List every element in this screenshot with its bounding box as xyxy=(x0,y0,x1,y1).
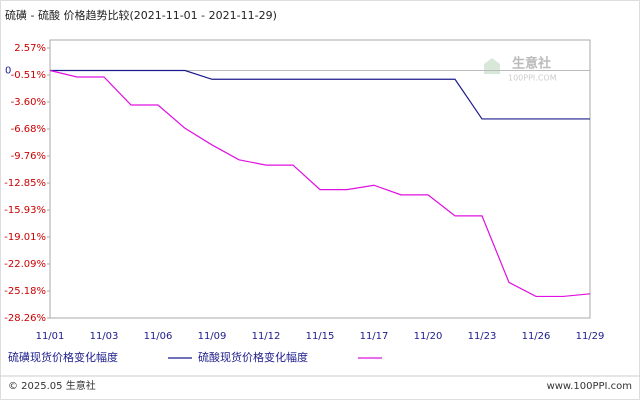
watermark-site: 100PPI.COM xyxy=(508,74,557,83)
footer-right: www.100PPI.com xyxy=(547,381,632,392)
x-tick-label: 11/15 xyxy=(306,331,335,342)
x-tick-label: 11/23 xyxy=(468,331,497,342)
y-tick-label: 0 xyxy=(5,66,11,77)
y-tick-label: -6.68% xyxy=(11,124,46,135)
y-tick-label: -12.85% xyxy=(4,178,46,189)
watermark: 生意社 100PPI.COM xyxy=(484,56,557,83)
watermark-icon xyxy=(484,58,500,74)
x-tick-label: 11/20 xyxy=(414,331,443,342)
x-tick-label: 11/06 xyxy=(144,331,173,342)
x-tick-label: 11/12 xyxy=(252,331,281,342)
plot-area xyxy=(49,39,591,319)
x-tick-label: 11/26 xyxy=(522,331,551,342)
x-tick-label: 11/09 xyxy=(198,331,227,342)
series-line xyxy=(50,69,590,120)
y-tick-label: -9.76% xyxy=(11,151,46,162)
legend-label: 硫磺现货价格变化幅度 xyxy=(8,350,118,364)
chart-title: 硫磺 - 硫酸 价格趋势比较(2021-11-01 - 2021-11-29) xyxy=(5,8,277,22)
y-tick-label: -15.93% xyxy=(4,205,46,216)
x-tick-label: 11/17 xyxy=(360,331,389,342)
series-line xyxy=(49,69,591,298)
y-tick-label: -3.60% xyxy=(11,97,46,108)
x-tick-label: 11/03 xyxy=(90,331,119,342)
y-tick-label: -19.01% xyxy=(4,232,46,243)
legend-label: 硫酸现货价格变化幅度 xyxy=(198,350,308,364)
y-tick-label: -28.26% xyxy=(4,313,46,324)
y-tick-label: 2.57% xyxy=(14,43,46,54)
x-tick-label: 11/01 xyxy=(36,331,65,342)
y-tick-label: -25.18% xyxy=(4,286,46,297)
y-tick-label: -0.51% xyxy=(11,70,46,81)
y-tick-label: -22.09% xyxy=(4,259,46,270)
x-tick-label: 11/29 xyxy=(576,331,605,342)
watermark-name: 生意社 xyxy=(512,56,551,72)
footer-left: © 2025.05 生意社 xyxy=(8,379,96,392)
